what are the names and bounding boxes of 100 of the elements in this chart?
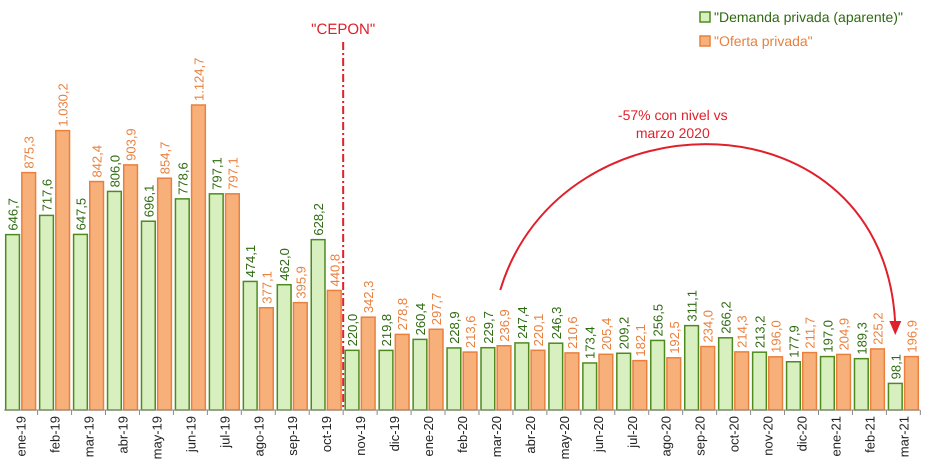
bar xyxy=(4,234,20,411)
bar xyxy=(122,164,138,411)
data-label: 182,1 xyxy=(632,324,648,357)
data-label: 311,1 xyxy=(684,290,700,322)
bar xyxy=(904,356,920,411)
data-label: 213,6 xyxy=(463,316,478,348)
bar xyxy=(548,342,564,411)
data-label: 220,1 xyxy=(530,314,546,346)
data-label: 236,9 xyxy=(497,309,512,342)
x-tick-label: ene-21 xyxy=(828,416,844,456)
data-label: 213,2 xyxy=(752,316,768,348)
x-tick-label: oct-19 xyxy=(319,416,334,452)
data-label: 247,4 xyxy=(514,306,530,339)
x-tick-label: abr-19 xyxy=(115,416,130,454)
data-label: 196,9 xyxy=(904,320,920,353)
bar xyxy=(768,356,784,411)
bar xyxy=(38,214,54,411)
data-label: 797,1 xyxy=(209,157,224,190)
x-tick-label: feb-19 xyxy=(48,416,63,453)
x-tick-label: sep-20 xyxy=(692,416,708,456)
data-label: 177,9 xyxy=(786,325,802,358)
bar xyxy=(326,290,342,411)
ref-line-label: "CEPON" xyxy=(311,21,376,38)
data-label: 260,4 xyxy=(412,302,428,336)
bar xyxy=(496,345,512,411)
bar xyxy=(598,354,614,411)
data-label: 377,1 xyxy=(259,271,274,304)
x-tick-label: ago-20 xyxy=(658,416,674,456)
data-label: 778,6 xyxy=(175,162,190,195)
data-label: 192,5 xyxy=(666,321,682,354)
data-label: 210,6 xyxy=(564,316,580,349)
bar xyxy=(870,348,886,411)
data-label: 1.030,2 xyxy=(56,83,71,127)
data-label: 266,2 xyxy=(718,301,734,334)
bar xyxy=(836,354,852,411)
data-label: 806,0 xyxy=(107,154,122,188)
bar xyxy=(854,358,869,411)
bar xyxy=(462,351,478,411)
data-label: 440,8 xyxy=(327,254,342,286)
bar xyxy=(140,220,156,411)
bar xyxy=(276,284,292,411)
bar xyxy=(786,361,802,411)
bar xyxy=(208,193,224,411)
bar xyxy=(802,352,818,411)
x-tick-label: jun-20 xyxy=(590,416,606,454)
data-label: 797,1 xyxy=(225,157,240,190)
x-tick-label: mar-20 xyxy=(488,416,504,458)
x-tick-label: dic-20 xyxy=(794,416,810,452)
data-label: 297,7 xyxy=(429,292,444,326)
data-label: 205,4 xyxy=(598,318,614,350)
data-label: 211,7 xyxy=(802,317,818,349)
x-tick-label: may-19 xyxy=(149,416,164,460)
data-label: 204,9 xyxy=(836,318,852,350)
bar xyxy=(190,104,206,411)
x-tick-label: dic-19 xyxy=(387,416,402,452)
data-label: 196,0 xyxy=(768,320,784,353)
bar xyxy=(820,356,835,411)
data-label: 219,8 xyxy=(379,314,394,346)
x-tick-label: abr-20 xyxy=(522,416,538,454)
x-tick-label: oct-20 xyxy=(726,416,742,452)
data-label: 246,3 xyxy=(548,306,564,340)
x-tick-label: ago-19 xyxy=(251,416,266,456)
bar xyxy=(258,306,274,411)
bar xyxy=(564,352,580,411)
data-label: 197,0 xyxy=(820,320,836,353)
bar xyxy=(72,234,88,411)
bar xyxy=(224,193,240,411)
x-tick-label: nov-19 xyxy=(353,416,368,456)
bar xyxy=(242,280,258,411)
bar xyxy=(632,360,648,411)
data-label: 173,4 xyxy=(582,326,598,359)
data-label: 717,6 xyxy=(40,178,55,212)
bar xyxy=(89,180,104,411)
x-tick-label: mar-19 xyxy=(82,416,97,458)
legend-label: "Demanda privada (aparente)" xyxy=(714,9,903,25)
bar xyxy=(718,337,734,411)
data-label: 225,2 xyxy=(870,312,886,345)
bar xyxy=(428,328,444,411)
bar xyxy=(292,302,308,411)
data-label: 474,1 xyxy=(243,244,258,278)
data-label: 229,7 xyxy=(480,311,496,344)
x-tick-label: mar-21 xyxy=(896,416,912,458)
bar xyxy=(700,346,716,411)
data-label: 628,2 xyxy=(311,203,326,236)
x-tick-label: jun-19 xyxy=(183,416,198,454)
data-label: 842,4 xyxy=(90,145,105,178)
bar xyxy=(530,350,546,411)
bar xyxy=(650,340,666,411)
data-label: 1.124,7 xyxy=(191,58,206,101)
bar xyxy=(21,172,36,411)
legend-label: "Oferta privada" xyxy=(714,33,813,49)
bar xyxy=(310,238,326,411)
bar xyxy=(684,324,700,411)
bar xyxy=(514,342,530,411)
x-tick-label: ene-20 xyxy=(421,416,436,456)
bar xyxy=(752,351,768,411)
x-tick-label: feb-21 xyxy=(862,416,878,453)
bar xyxy=(888,382,903,411)
bar xyxy=(344,350,360,411)
data-label: 854,7 xyxy=(158,142,173,174)
